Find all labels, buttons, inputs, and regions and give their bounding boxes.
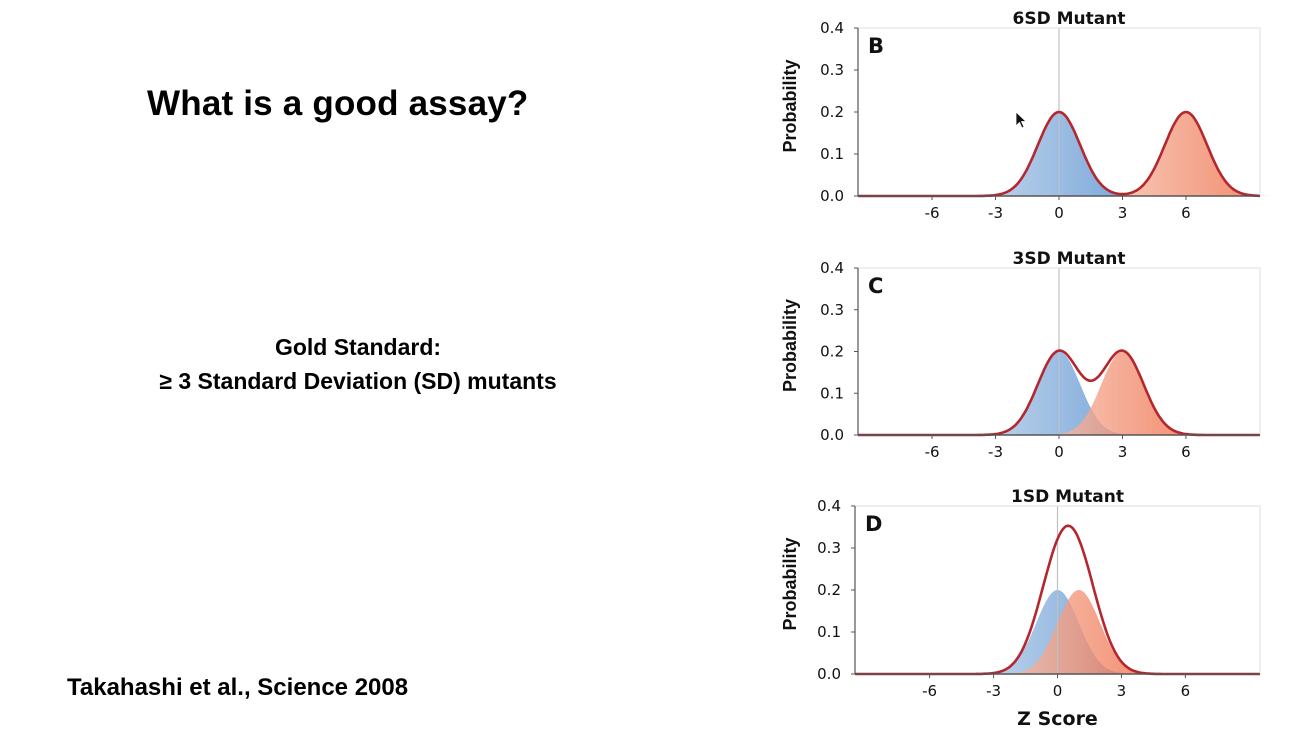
mutant-distribution-area	[1037, 351, 1208, 435]
x-tick-label: -3	[988, 443, 1003, 461]
y-tick-label: 0.4	[817, 497, 841, 515]
y-tick-label: 0.0	[820, 187, 844, 205]
chart-panel-c: 0.0 0.1 0.2 0.3 0.4 -6 -3 0 3 6 3SD Mutant C Probabi…	[780, 249, 1261, 461]
x-tick-label: 3	[1117, 682, 1127, 700]
y-tick-label: 0.1	[817, 623, 841, 641]
chart-title: 3SD Mutant	[1013, 249, 1126, 269]
chart-panel-d: 0.0 0.1 0.2 0.3 0.4 -6 -3 0 3 6 1SD Mutant D Probabi…	[780, 487, 1261, 730]
panel-label: B	[868, 34, 884, 58]
x-tick-label: -3	[986, 682, 1001, 700]
panel-label: D	[865, 512, 882, 536]
x-tick-label: -3	[988, 204, 1003, 222]
x-tick-label: 0	[1053, 682, 1063, 700]
mutant-distribution-area	[1101, 112, 1271, 196]
x-tick-label: 0	[1054, 204, 1064, 222]
x-tick-label: -6	[925, 443, 940, 461]
x-tick-label: 6	[1181, 443, 1191, 461]
gold-standard-heading: Gold Standard:	[274, 334, 442, 360]
y-tick-label: 0.0	[820, 426, 844, 444]
slide-title: What is a good assay?	[147, 84, 529, 123]
y-tick-label: 0.0	[817, 665, 841, 683]
chart-panel-b: 0.0 0.1 0.2 0.3 0.4 -6 -3 0 3 6 6SD Mutant B Probabi…	[780, 9, 1271, 222]
y-tick-label: 0.2	[820, 343, 844, 361]
y-tick-label: 0.3	[820, 61, 844, 79]
mouse-pointer-icon	[1015, 111, 1028, 129]
y-tick-label: 0.2	[817, 581, 841, 599]
x-tick-label: 3	[1118, 443, 1128, 461]
y-tick-label: 0.1	[820, 145, 844, 163]
citation: Takahashi et al., Science 2008	[67, 674, 409, 701]
x-tick-label: -6	[922, 682, 937, 700]
x-tick-label: 6	[1181, 682, 1191, 700]
x-tick-label: 6	[1181, 204, 1191, 222]
y-tick-label: 0.4	[820, 19, 844, 37]
x-tick-label: -6	[925, 204, 940, 222]
y-tick-label: 0.4	[820, 259, 844, 277]
gold-standard-block: Gold Standard: ≥ 3 Standard Deviation (S…	[90, 330, 626, 398]
mutant-distribution-area	[993, 590, 1165, 674]
x-tick-label: 0	[1054, 443, 1064, 461]
y-axis-label: Probability	[780, 59, 800, 152]
y-tick-label: 0.3	[820, 301, 844, 319]
y-axis-label: Probability	[780, 299, 800, 392]
panel-label: C	[868, 274, 883, 298]
chart-title: 6SD Mutant	[1013, 9, 1126, 29]
x-axis-label: Z Score	[1017, 708, 1098, 730]
y-tick-label: 0.3	[817, 539, 841, 557]
chart-title: 1SD Mutant	[1011, 487, 1124, 507]
y-axis-label: Probability	[780, 537, 800, 630]
y-tick-label: 0.2	[820, 103, 844, 121]
y-tick-label: 0.1	[820, 384, 844, 402]
gold-standard-text: ≥ 3 Standard Deviation (SD) mutants	[159, 368, 557, 394]
x-tick-label: 3	[1118, 204, 1128, 222]
